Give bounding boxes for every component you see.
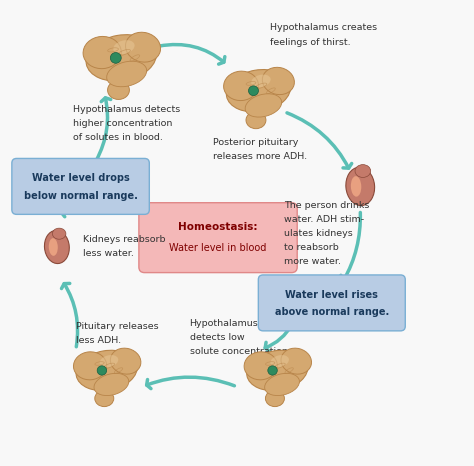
Ellipse shape [107, 61, 146, 87]
Text: less ADH.: less ADH. [76, 336, 121, 345]
Text: Hypothalamus detects: Hypothalamus detects [73, 105, 181, 114]
Ellipse shape [76, 350, 137, 391]
Text: Water level rises: Water level rises [285, 289, 378, 300]
Ellipse shape [224, 71, 258, 101]
Text: ulates kidneys: ulates kidneys [284, 229, 353, 239]
Ellipse shape [346, 167, 374, 206]
Ellipse shape [45, 230, 69, 264]
FancyBboxPatch shape [139, 203, 297, 273]
Ellipse shape [94, 373, 129, 396]
Text: releases more ADH.: releases more ADH. [213, 151, 308, 161]
Text: Hypothalamus creates: Hypothalamus creates [270, 23, 377, 33]
FancyBboxPatch shape [258, 275, 405, 331]
Ellipse shape [126, 32, 161, 62]
Ellipse shape [264, 373, 300, 396]
Text: solute concentration.: solute concentration. [190, 347, 291, 356]
Text: above normal range.: above normal range. [274, 307, 389, 317]
Text: feelings of thirst.: feelings of thirst. [270, 38, 351, 48]
Text: less water.: less water. [83, 249, 134, 259]
Ellipse shape [108, 81, 129, 99]
Text: of solutes in blood.: of solutes in blood. [73, 133, 164, 142]
Text: Water level drops: Water level drops [32, 173, 129, 183]
Ellipse shape [247, 350, 308, 391]
Circle shape [97, 366, 107, 375]
Ellipse shape [245, 94, 282, 117]
Ellipse shape [244, 352, 277, 380]
Ellipse shape [113, 40, 135, 54]
Text: Water level in blood: Water level in blood [169, 243, 267, 253]
Ellipse shape [83, 36, 121, 69]
Ellipse shape [86, 34, 156, 81]
Text: below normal range.: below normal range. [24, 191, 137, 201]
Ellipse shape [355, 164, 371, 178]
Ellipse shape [227, 69, 291, 112]
Text: to reabsorb: to reabsorb [284, 243, 339, 253]
Circle shape [248, 86, 258, 96]
Text: higher concentration: higher concentration [73, 119, 173, 128]
Text: The person drinks: The person drinks [284, 201, 370, 211]
Ellipse shape [52, 228, 66, 239]
Ellipse shape [246, 111, 266, 129]
Text: Homeostasis:: Homeostasis: [178, 222, 258, 233]
Ellipse shape [351, 176, 361, 197]
Ellipse shape [251, 75, 271, 88]
Text: Pituitary releases: Pituitary releases [76, 322, 158, 331]
Ellipse shape [73, 352, 107, 380]
Ellipse shape [95, 391, 114, 406]
Text: Kidneys reabsorb: Kidneys reabsorb [83, 235, 165, 245]
FancyBboxPatch shape [12, 158, 149, 214]
Ellipse shape [265, 391, 284, 406]
Ellipse shape [281, 348, 311, 374]
Ellipse shape [110, 348, 141, 374]
Text: water. ADH stim-: water. ADH stim- [284, 215, 365, 225]
Text: more water.: more water. [284, 257, 341, 267]
Ellipse shape [49, 238, 58, 256]
Text: Hypothalamus: Hypothalamus [190, 319, 258, 329]
Ellipse shape [100, 355, 118, 367]
Ellipse shape [262, 67, 294, 95]
Text: Posterior pituitary: Posterior pituitary [213, 137, 299, 147]
Text: detects low: detects low [190, 333, 244, 343]
Ellipse shape [270, 355, 289, 367]
Circle shape [110, 53, 121, 63]
Circle shape [268, 366, 277, 375]
